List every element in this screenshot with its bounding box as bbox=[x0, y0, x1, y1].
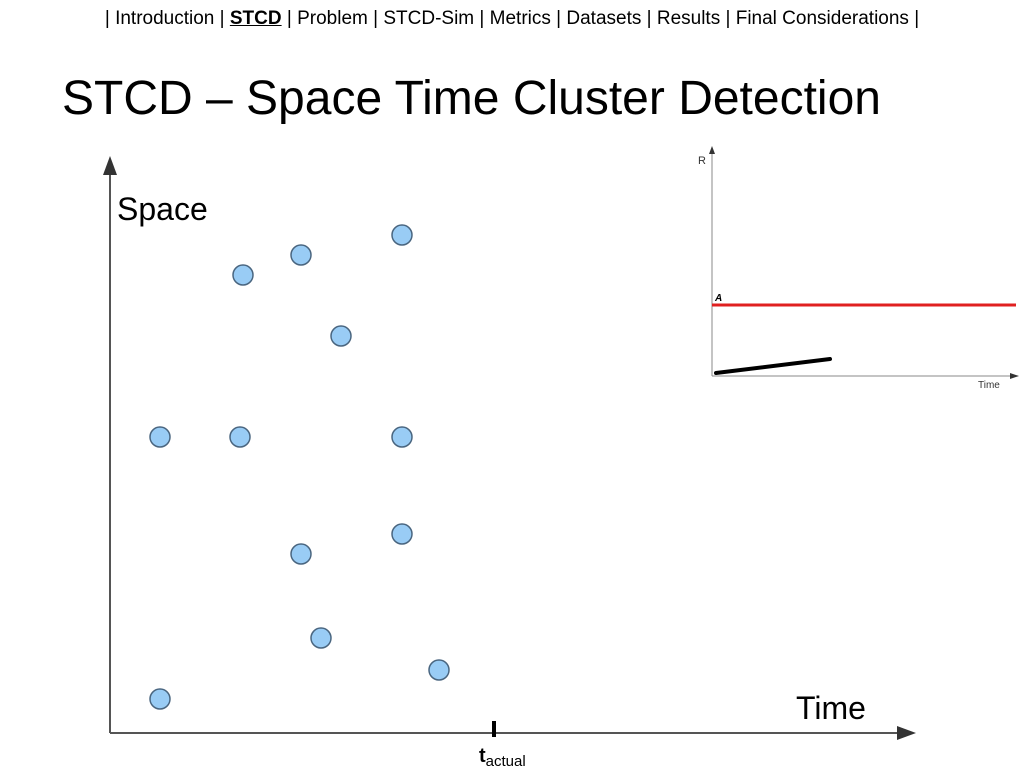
nav-separator: | bbox=[219, 8, 225, 29]
inset-x-arrow bbox=[1010, 373, 1019, 379]
statistic-line bbox=[714, 357, 832, 375]
inset-y-arrow bbox=[709, 146, 715, 154]
nav-link[interactable]: Metrics bbox=[489, 8, 551, 29]
marker-label: tactual bbox=[479, 745, 526, 768]
threshold-label: A bbox=[714, 293, 722, 304]
x-arrow bbox=[897, 726, 916, 740]
inset-x-label: Time bbox=[978, 380, 1000, 391]
nav-link[interactable]: Results bbox=[656, 8, 721, 29]
point bbox=[149, 688, 171, 710]
nav-link[interactable]: Final Considerations bbox=[735, 8, 909, 29]
y-axis-label: Space bbox=[117, 191, 208, 227]
point bbox=[428, 659, 450, 681]
point bbox=[149, 426, 171, 448]
nav-link[interactable]: STCD bbox=[229, 8, 282, 29]
nav-bar: | Introduction | STCD | Problem | STCD-S… bbox=[0, 8, 1024, 30]
points bbox=[149, 224, 450, 710]
point bbox=[229, 426, 251, 448]
nav-separator: | bbox=[373, 8, 379, 29]
point bbox=[391, 426, 413, 448]
nav-separator: | bbox=[646, 8, 652, 29]
nav-separator: | bbox=[914, 8, 920, 29]
inset: R A Time bbox=[698, 146, 1019, 391]
nav-link[interactable]: Introduction bbox=[115, 8, 215, 29]
nav-link[interactable]: Datasets bbox=[566, 8, 642, 29]
point bbox=[290, 244, 312, 266]
inset-y-label: R bbox=[698, 155, 706, 167]
nav-separator: | bbox=[725, 8, 731, 29]
slide-title: STCD – Space Time Cluster Detection bbox=[62, 72, 881, 125]
point bbox=[232, 264, 254, 286]
y-arrow bbox=[103, 156, 117, 175]
nav-separator: | bbox=[286, 8, 292, 29]
nav-separator: | bbox=[479, 8, 485, 29]
point bbox=[391, 224, 413, 246]
point bbox=[290, 543, 312, 565]
nav-link[interactable]: Problem bbox=[297, 8, 368, 29]
x-axis-label: Time bbox=[796, 690, 866, 726]
point bbox=[310, 627, 332, 649]
point bbox=[391, 523, 413, 545]
nav-link[interactable]: STCD-Sim bbox=[383, 8, 475, 29]
point bbox=[330, 325, 352, 347]
nav-separator: | bbox=[556, 8, 562, 29]
nav-separator: | bbox=[104, 8, 110, 29]
